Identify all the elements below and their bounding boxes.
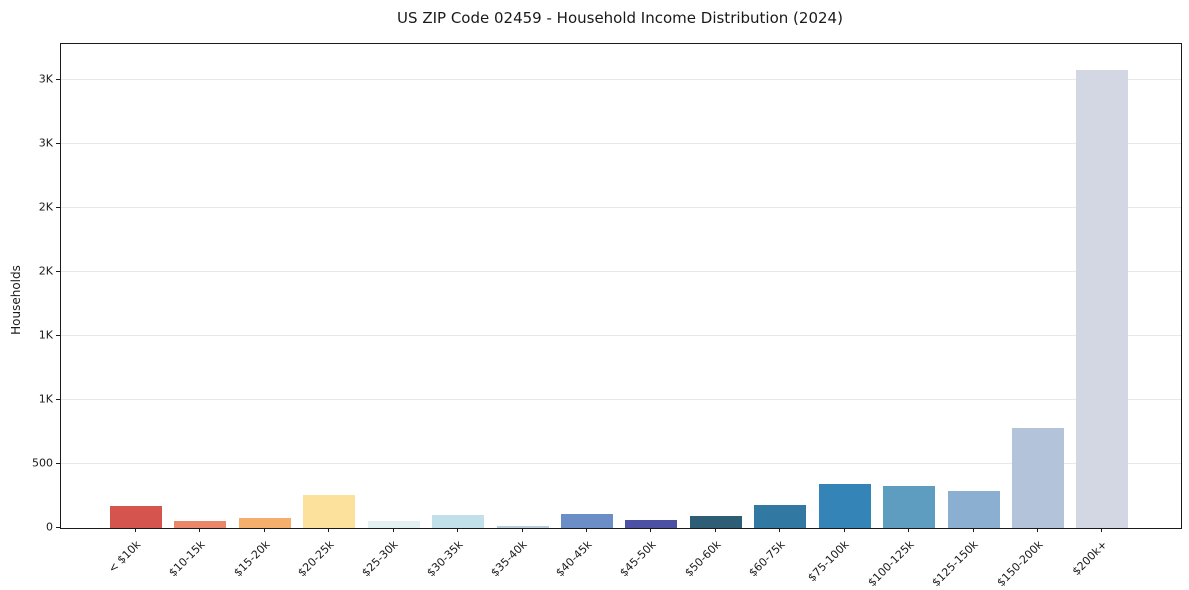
x-tick-label: $200k+ [1069, 538, 1110, 579]
x-tick-label: $125-150k [929, 538, 981, 590]
bar-75-100k [818, 483, 871, 528]
gridline [61, 399, 1181, 401]
x-tick-mark [1101, 528, 1103, 532]
bar-35-40k [496, 525, 549, 528]
bar-10k [110, 505, 162, 528]
y-tick-mark [56, 398, 60, 400]
bar-100-125k [883, 485, 936, 528]
x-tick-label: $150-200k [994, 538, 1046, 590]
x-tick-mark [586, 528, 587, 532]
y-tick-label: 3K [38, 72, 53, 86]
x-tick-label: $10-15k [166, 538, 208, 580]
x-tick-label: $45-50k [617, 538, 659, 580]
y-tick-label: 2K [38, 264, 53, 278]
gridline [61, 79, 1181, 81]
x-tick-label: $35-40k [488, 538, 530, 580]
y-tick-mark [56, 334, 60, 336]
bar-40-45k [561, 513, 613, 528]
x-tick-label: $30-35k [424, 538, 466, 580]
bar-10-15k [174, 520, 227, 528]
gridline [61, 207, 1181, 209]
y-tick-label: 2K [38, 200, 53, 214]
y-tick-label: 1K [38, 328, 53, 342]
x-tick-mark [263, 528, 265, 532]
y-tick-mark [56, 206, 60, 208]
x-tick-mark [1037, 528, 1039, 532]
x-tick-label: $20-25k [295, 538, 337, 580]
plot-area [60, 43, 1182, 529]
x-tick-mark [650, 528, 652, 532]
x-tick-label: $15-20k [230, 538, 273, 580]
bar-25-30k [367, 520, 420, 528]
bar-45-50k [625, 519, 678, 528]
x-tick-label: < $10k [105, 538, 144, 576]
x-tick-mark [714, 528, 716, 532]
bar-15-20k [238, 518, 291, 528]
y-tick-mark [56, 462, 60, 464]
x-tick-label: $50-60k [681, 538, 724, 580]
x-tick-mark [328, 528, 330, 532]
y-tick-mark [56, 270, 60, 272]
x-tick-mark [908, 528, 910, 532]
x-tick-mark [521, 528, 523, 532]
bar-125-150k [947, 491, 1000, 528]
y-tick-label: 3K [38, 136, 53, 150]
x-tick-label: $25-30k [359, 538, 401, 580]
gridline [61, 271, 1181, 273]
x-tick-label: $40-45k [552, 538, 595, 580]
x-tick-mark [199, 528, 201, 532]
y-tick-mark [56, 527, 60, 528]
bar-200k [1076, 69, 1129, 528]
x-tick-mark [972, 528, 974, 532]
bar-150-200k [1012, 428, 1065, 528]
x-tick-mark [779, 528, 781, 532]
x-tick-label: $60-75k [746, 538, 788, 580]
y-tick-mark [56, 78, 60, 80]
y-tick-label: 1K [38, 392, 53, 406]
bar-60-75k [754, 504, 807, 528]
bar-50-60k [689, 515, 742, 528]
x-tick-label: $75-100k [805, 538, 852, 585]
bar-30-35k [432, 514, 485, 528]
y-tick-label: 0 [46, 520, 53, 534]
x-tick-mark [457, 528, 459, 532]
x-tick-mark [135, 528, 136, 532]
gridline [61, 463, 1181, 465]
gridline [61, 335, 1181, 337]
x-tick-mark [843, 528, 845, 532]
gridline [61, 143, 1181, 145]
chart-title: US ZIP Code 02459 - Household Income Dis… [397, 9, 843, 27]
bar-20-25k [303, 494, 356, 528]
y-tick-mark [56, 142, 60, 144]
x-tick-mark [392, 528, 394, 532]
x-tick-label: $100-125k [865, 538, 917, 590]
y-tick-label: 500 [32, 456, 53, 470]
